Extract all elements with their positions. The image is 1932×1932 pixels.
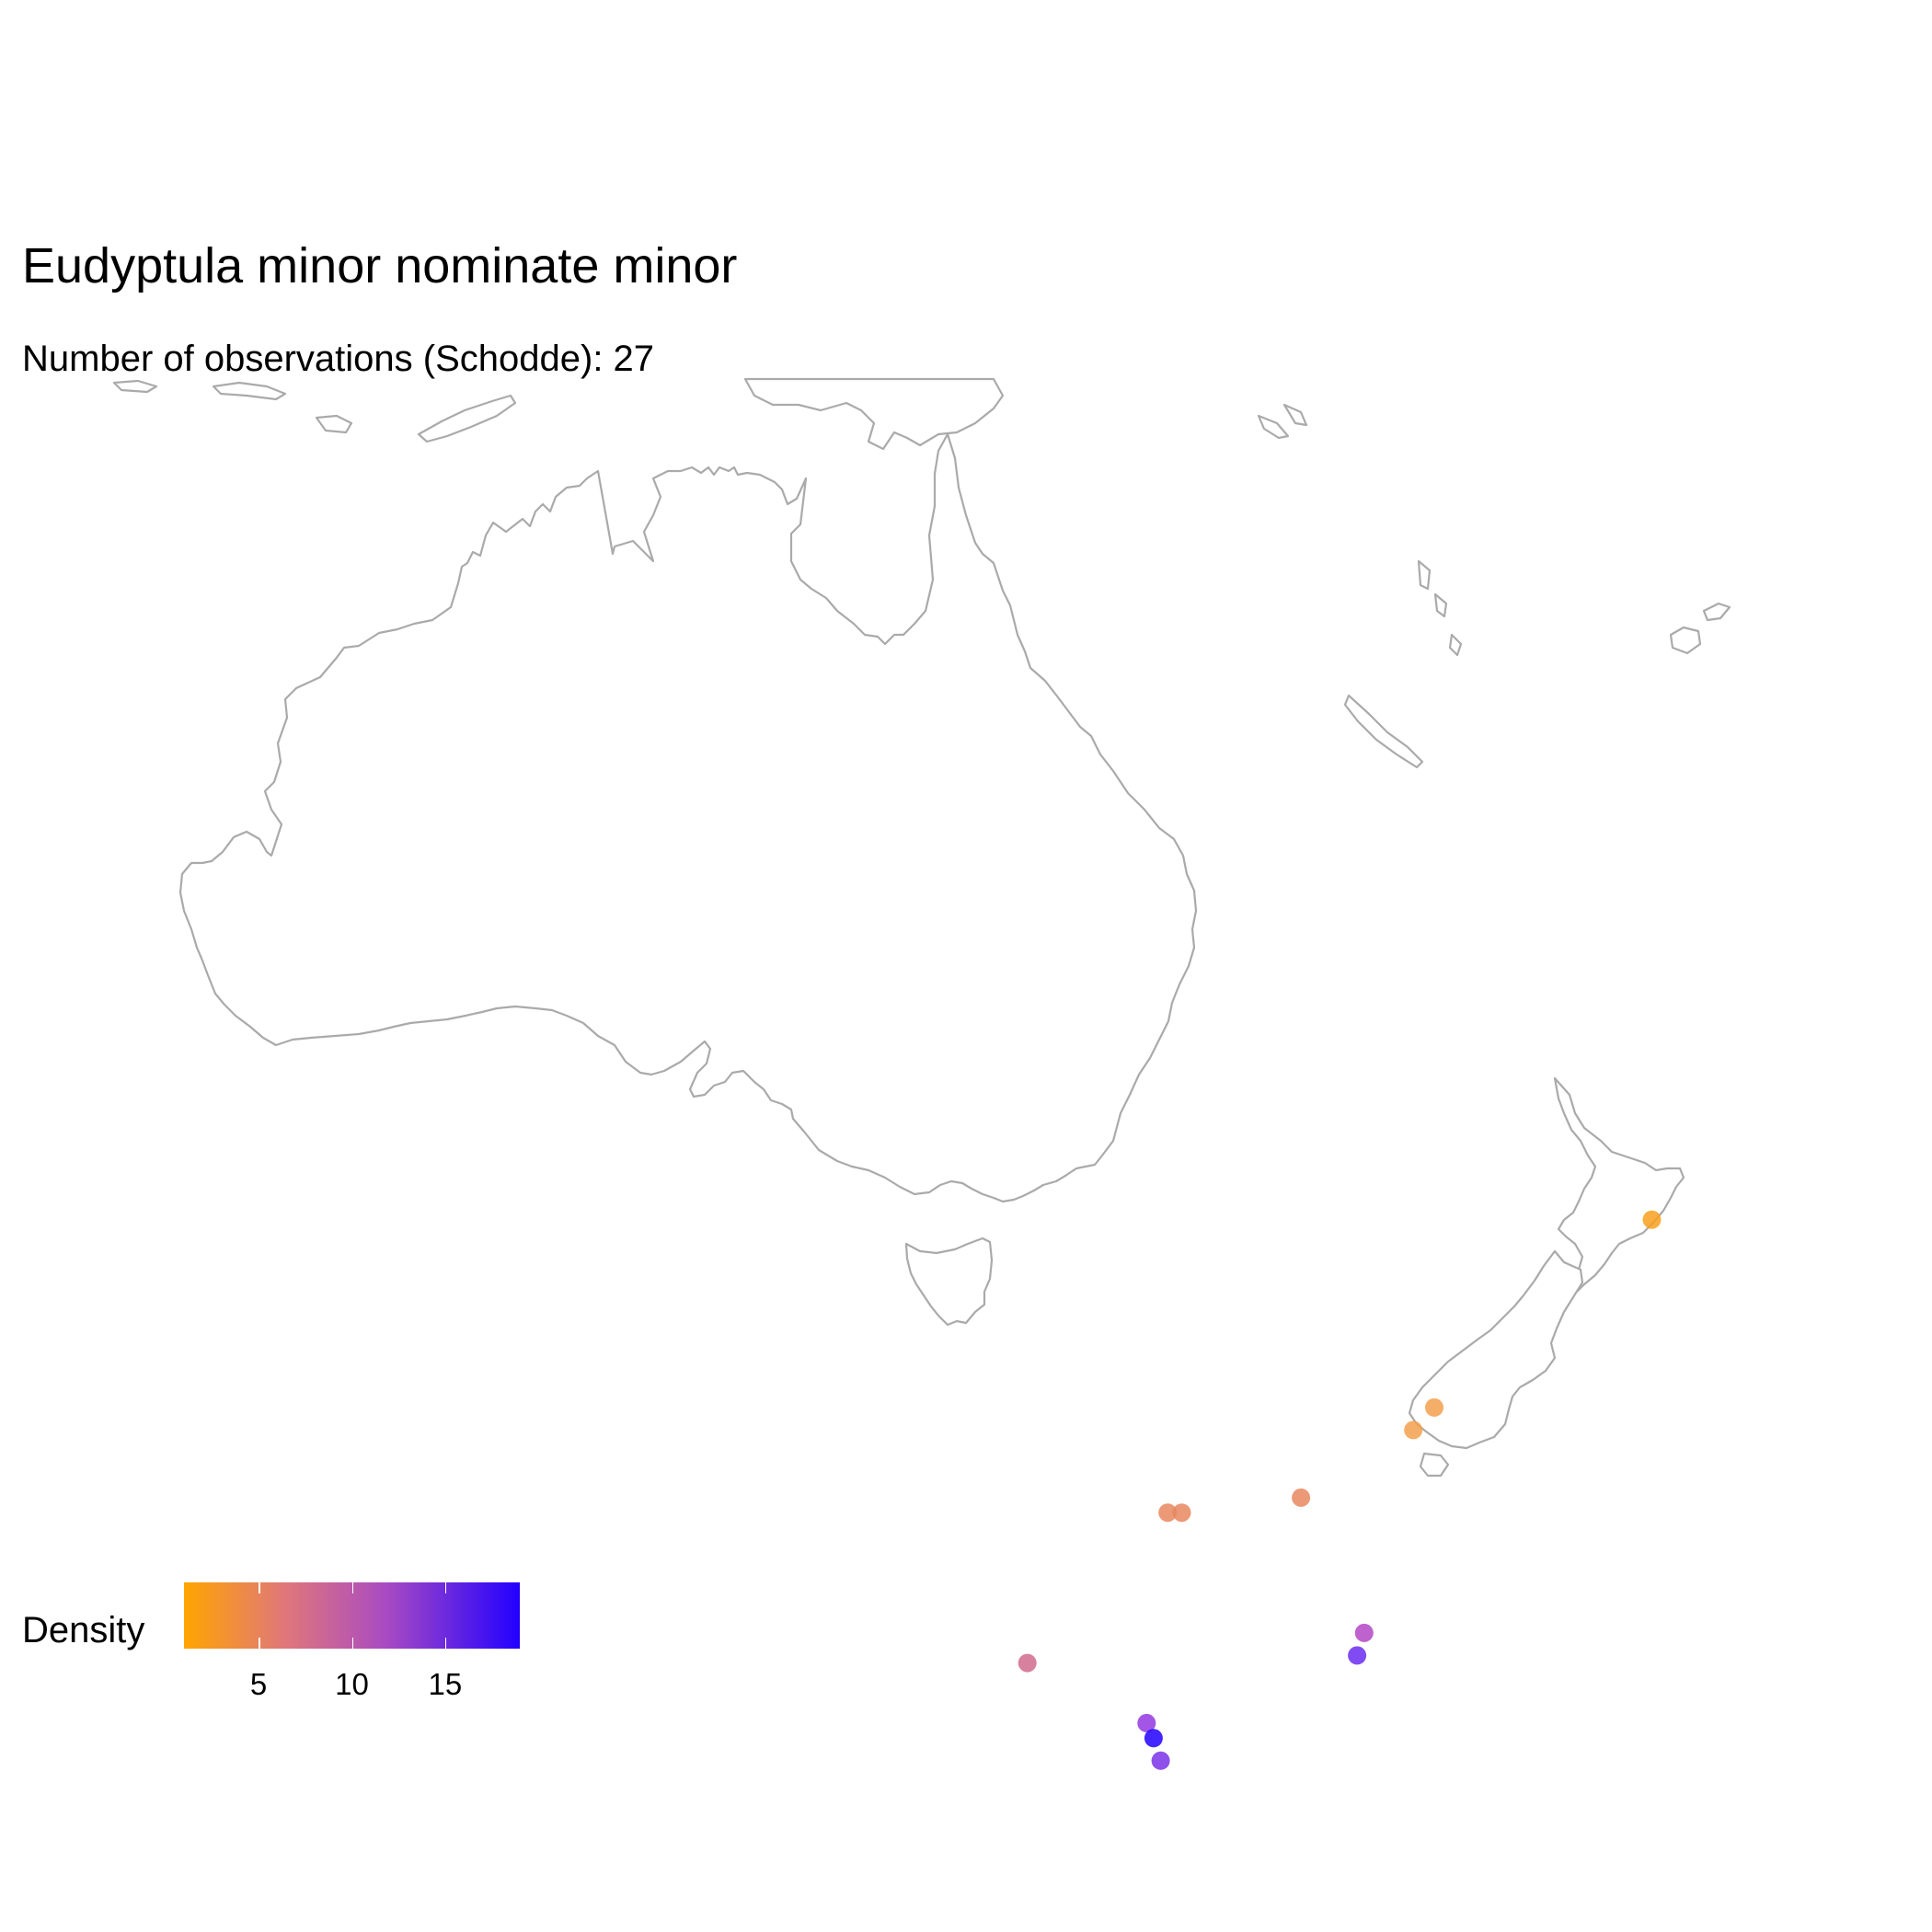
- observation-point: [1404, 1420, 1423, 1440]
- observation-points: [1018, 1210, 1662, 1770]
- observation-point: [1354, 1623, 1374, 1642]
- land-vanuatu-2: [1433, 592, 1448, 618]
- legend-tick-label: 15: [428, 1667, 463, 1701]
- land-nz-north: [1553, 1076, 1685, 1294]
- land-flores: [212, 381, 287, 401]
- land-vanuatu-3: [1448, 633, 1463, 657]
- legend-tick-mark: [259, 1582, 260, 1649]
- land-fiji-2: [1702, 602, 1731, 622]
- land-vanuatu-1: [1417, 559, 1432, 591]
- land-timor: [417, 394, 517, 443]
- observation-point: [1151, 1751, 1170, 1770]
- map-title: Eudyptula minor nominate minor: [22, 238, 738, 293]
- observation-point: [1172, 1503, 1191, 1523]
- land-tasmania: [904, 1236, 994, 1327]
- observation-point: [1018, 1653, 1037, 1673]
- land-solomons-2: [1282, 403, 1308, 427]
- legend-tick-mark: [351, 1582, 354, 1649]
- land-new-caledonia: [1343, 694, 1424, 769]
- observation-point: [1425, 1397, 1443, 1417]
- legend-tick-mark: [444, 1582, 447, 1649]
- observation-point: [1292, 1488, 1311, 1507]
- observation-point: [1137, 1713, 1156, 1732]
- land-stewart-island: [1419, 1452, 1450, 1478]
- legend-tick-label: 5: [249, 1667, 268, 1701]
- land-nz-south: [1408, 1249, 1584, 1450]
- land-sumba: [315, 414, 353, 434]
- land-solomons-1: [1257, 414, 1290, 440]
- map-subtitle: Number of observations (Schodde): 27: [22, 339, 655, 379]
- observation-point: [1642, 1210, 1662, 1229]
- land-fiji-1: [1669, 626, 1702, 655]
- land-australia: [178, 432, 1198, 1203]
- observation-point: [1348, 1646, 1367, 1665]
- observation-point: [1144, 1729, 1163, 1748]
- land-lombok: [112, 379, 158, 394]
- legend-tick-label: 10: [335, 1667, 369, 1701]
- observation-point: [1158, 1503, 1178, 1523]
- legend-title: Density: [22, 1610, 145, 1650]
- land-new-guinea: [743, 377, 1005, 451]
